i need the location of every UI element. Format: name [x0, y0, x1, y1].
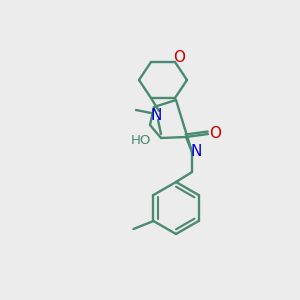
Text: O: O	[209, 127, 221, 142]
Text: HO: HO	[131, 134, 151, 148]
Text: N: N	[190, 145, 202, 160]
Text: N: N	[150, 107, 162, 122]
Text: O: O	[173, 50, 185, 65]
